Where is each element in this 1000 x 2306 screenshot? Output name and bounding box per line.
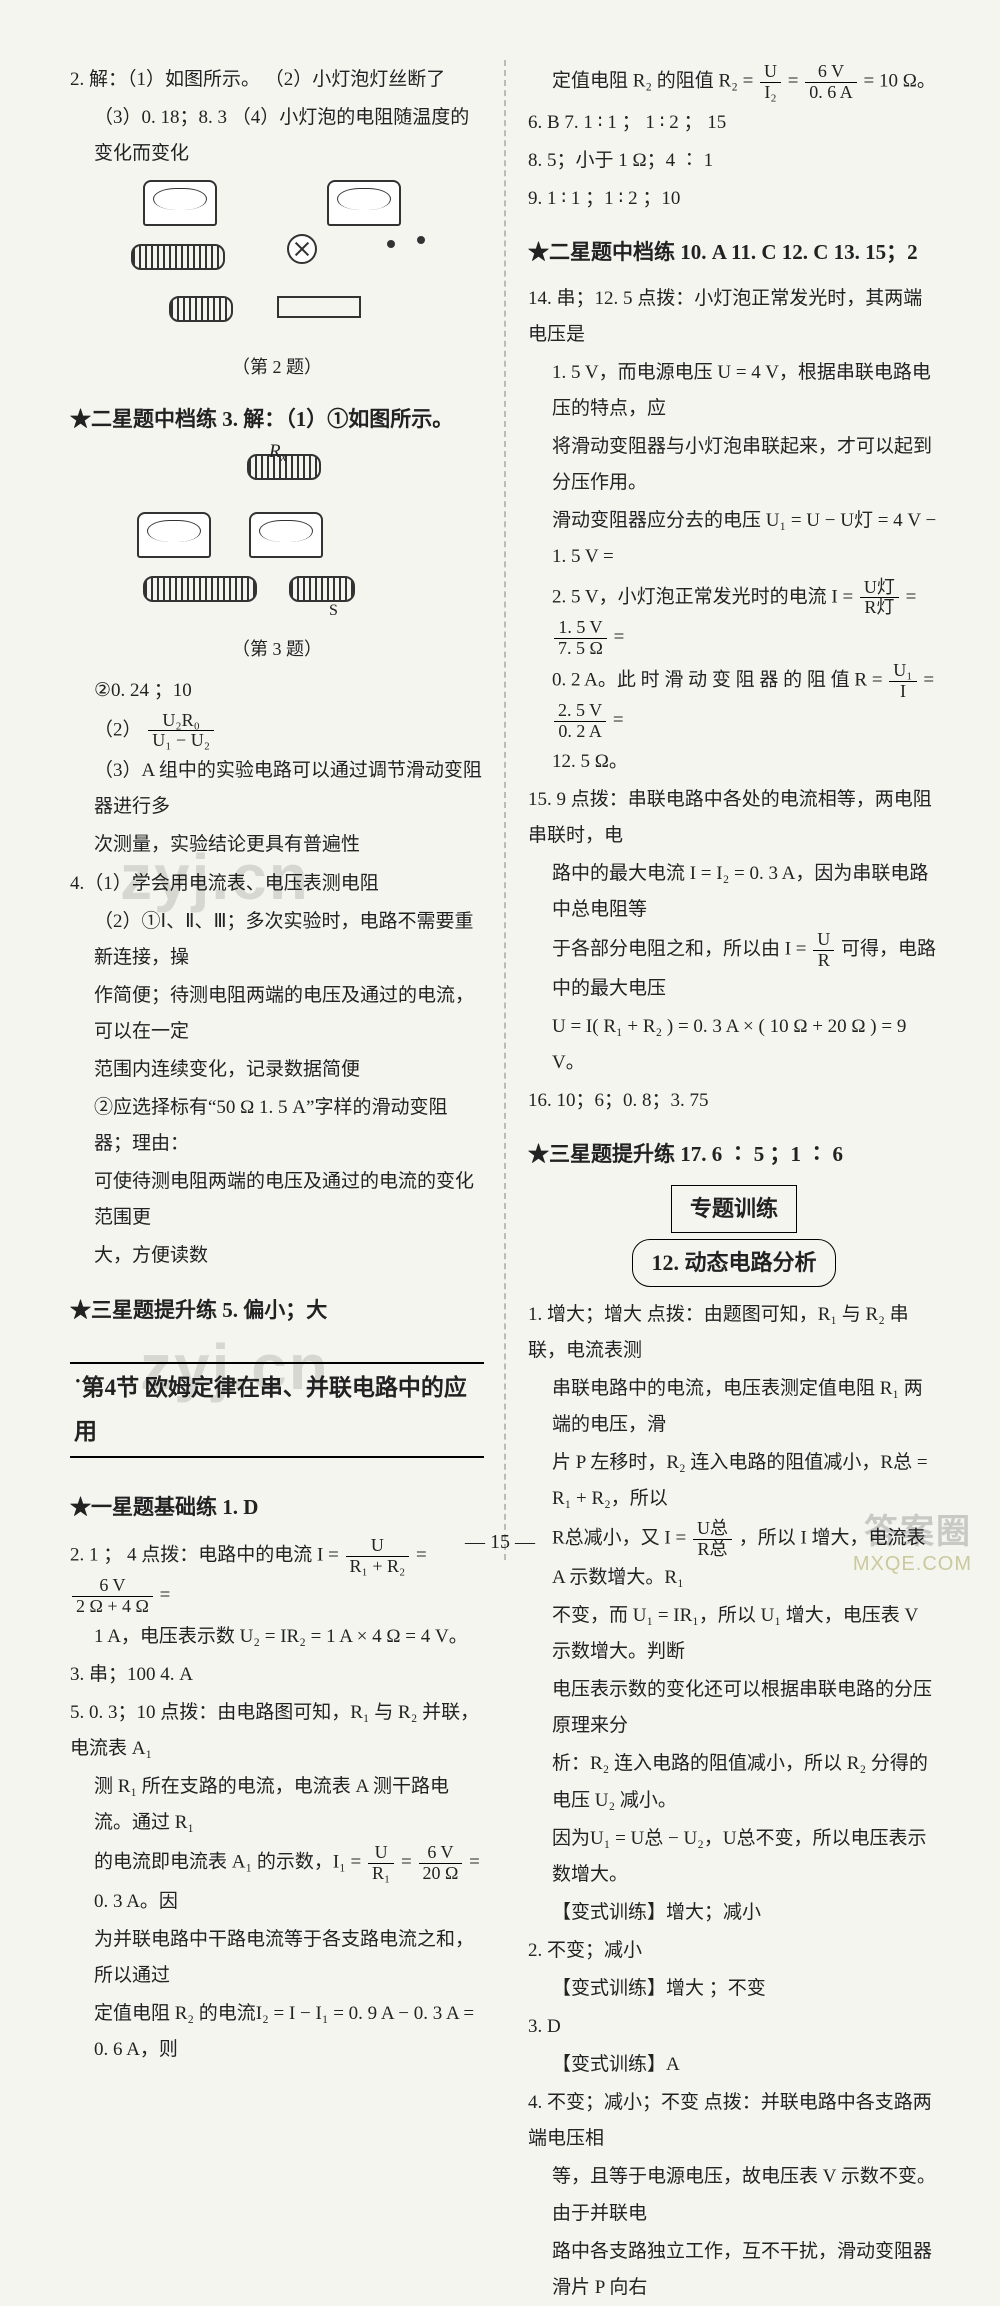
q3-part2: （2） U₂R₀ U₁ − U₂	[70, 711, 484, 752]
q2-line2: （3）0. 18；8. 3 （4）小灯泡的电阻随温度的变化而变化	[70, 100, 484, 172]
figure-q3: Rx S	[117, 448, 437, 628]
training-box: 专题训练	[671, 1185, 797, 1233]
t-q1a: 1. 增大；增大 点拨：由题图可知，R₁ 与 R₂ 串联，电流表测	[528, 1297, 940, 1369]
r-q14g: 12. 5 Ω。	[528, 744, 940, 780]
q4-line4: 范围内连续变化，记录数据简便	[70, 1052, 484, 1088]
sec4-q5b: 测 R₁ 所在支路的电流，电流表 A 测干路电流。通过 R₁	[70, 1769, 484, 1841]
t-q1h: 因为U₁ = U总 − U₂，U总不变，所以电压表示数增大。	[528, 1821, 940, 1893]
sec4-q3q4: 3. 串；100 4. A	[70, 1657, 484, 1693]
r-q6q7: 6. B 7. 1 ∶ 1 ； 1 ∶ 2 ； 15	[528, 105, 940, 141]
r-q14d: 滑动变阻器应分去的电压 U₁ = U − U灯 = 4 V − 1. 5 V =	[528, 503, 940, 575]
r-q14a: 14. 串；12. 5 点拨：小灯泡正常发光时，其两端电压是	[528, 281, 940, 353]
t-q3v: 【变式训练】A	[528, 2047, 940, 2083]
figure-q2	[117, 176, 437, 346]
t-q1f: 电压表示数的变化还可以根据串联电路的分压原理来分	[528, 1672, 940, 1744]
page-number: — 15 —	[465, 1531, 535, 1554]
q3-part3a: （3）A 组中的实验电路可以通过调节滑动变阻器进行多	[70, 753, 484, 825]
training-pill: 12. 动态电路分析	[632, 1239, 835, 1287]
t-q2v: 【变式训练】增大 ；不变	[528, 1971, 940, 2007]
r-q9: 9. 1 ∶ 1 ；1 ∶ 2 ；10	[528, 181, 940, 217]
t-q4c: 路中各支路独立工作，互不干扰，滑动变阻器滑片 P 向右	[528, 2234, 940, 2306]
t-q3: 3. D	[528, 2009, 940, 2045]
r-q14c: 将滑动变阻器与小灯泡串联起来，才可以起到分压作用。	[528, 429, 940, 501]
r-q15d: U = I( R₁ + R₂ ) = 0. 3 A × ( 10 Ω + 20 …	[528, 1009, 940, 1081]
q2-line1: 2. 解：（1）如图所示。 （2）小灯泡灯丝断了	[70, 62, 484, 98]
brand-cn: 答案圈	[853, 1504, 972, 1553]
q4-line3: 作简便；待测电阻两端的电压及通过的电流，可以在一定	[70, 978, 484, 1050]
r-q14f: 0. 2 A。此 时 滑 动 变 阻 器 的 阻 值 R = U₁I = 2. …	[528, 661, 940, 742]
watermark-2: zyj.cn	[140, 1330, 330, 1404]
three-star-heading-left: ★三星题提升练 5. 偏小；大	[70, 1291, 484, 1331]
brand-en: MXQE.COM	[853, 1553, 972, 1576]
sec4-q2: 2. 1 ； 4 点拨：电路中的电流 I = UR₁ + R₂ = 6 V2 Ω…	[70, 1536, 484, 1617]
q4-line7: 大，方便读数	[70, 1238, 484, 1274]
two-star-heading-right: ★二星题中档练 10. A 11. C 12. C 13. 15；2	[528, 233, 940, 273]
figure-q2-caption: （第 2 题）	[70, 350, 484, 384]
column-divider	[504, 60, 506, 1560]
q3-sub2: ②0. 24 ；10	[70, 673, 484, 709]
watermark-1: zyj.cn	[120, 840, 310, 914]
sec4-q5e: 定值电阻 R₂ 的电流I₂ = I − I₁ = 0. 9 A − 0. 3 A…	[70, 1996, 484, 2068]
r-q16: 16. 10；6；0. 8；3. 75	[528, 1083, 940, 1119]
sec4-q5a: 5. 0. 3；10 点拨：由电路图可知，R₁ 与 R₂ 并联，电流表 A₁	[70, 1695, 484, 1767]
r-q8: 8. 5；小于 1 Ω；4 ∶ 1	[528, 143, 940, 179]
t-q1b: 串联电路中的电流，电压表测定值电阻 R₁ 两端的电压，滑	[528, 1371, 940, 1443]
three-star-heading-right: ★三星题提升练 17. 6 ∶ 5 ；1 ∶ 6	[528, 1135, 940, 1175]
t-q1v1: 【变式训练】增大；减小	[528, 1895, 940, 1931]
t-q4b: 等，且等于电源电压，故电压表 V 示数不变。由于并联电	[528, 2159, 940, 2231]
r-q15a: 15. 9 点拨：串联电路中各处的电流相等，两电阻串联时，电	[528, 782, 940, 854]
figure-q3-caption: （第 3 题）	[70, 632, 484, 666]
sec4-q2b: 1 A，电压表示数 U₂ = IR₂ = 1 A × 4 Ω = 4 V。	[70, 1619, 484, 1655]
q4-line6: 可使待测电阻两端的电压及通过的电流的变化范围更	[70, 1164, 484, 1236]
r-q14e: 2. 5 V，小灯泡正常发光时的电流 I = U灯R灯 = 1. 5 V7. 5…	[528, 578, 940, 659]
r-q14b: 1. 5 V，而电源电压 U = 4 V，根据串联电路电压的特点，应	[528, 355, 940, 427]
t-q2: 2. 不变；减小	[528, 1933, 940, 1969]
t-q1g: 析：R₂ 连入电路的阻值减小，所以 R₂ 分得的电压 U₂ 减小。	[528, 1746, 940, 1818]
r-cont-q5: 定值电阻 R₂ 的阻值 R₂ = UI₂ = 6 V0. 6 A = 10 Ω。	[528, 62, 940, 103]
one-star-heading: ★一星题基础练 1. D	[70, 1488, 484, 1528]
sec4-q5c: 的电流即电流表 A₁ 的示数，I₁ = UR₁ = 6 V20 Ω = 0. 3…	[70, 1843, 484, 1920]
t-q4a: 4. 不变；减小；不变 点拨：并联电路中各支路两端电压相	[528, 2085, 940, 2157]
q4-line2: （2）①Ⅰ、Ⅱ、Ⅲ；多次实验时，电路不需要重新连接，操	[70, 904, 484, 976]
t-q1e: 不变，而 U₁ = IR₁，所以 U₁ 增大，电压表 V 示数增大。判断	[528, 1598, 940, 1670]
sec4-q5d: 为并联电路中干路电流等于各支路电流之和，所以通过	[70, 1922, 484, 1994]
q4-line5: ②应选择标有“50 Ω 1. 5 A”字样的滑动变阻器；理由：	[70, 1090, 484, 1162]
r-q15c: 于各部分电阻之和，所以由 I = UR 可得，电路中的最大电压	[528, 930, 940, 1007]
r-q15b: 路中的最大电流 I = I₂ = 0. 3 A，因为串联电路中总电阻等	[528, 856, 940, 928]
corner-brand: 答案圈 MXQE.COM	[853, 1504, 972, 1576]
